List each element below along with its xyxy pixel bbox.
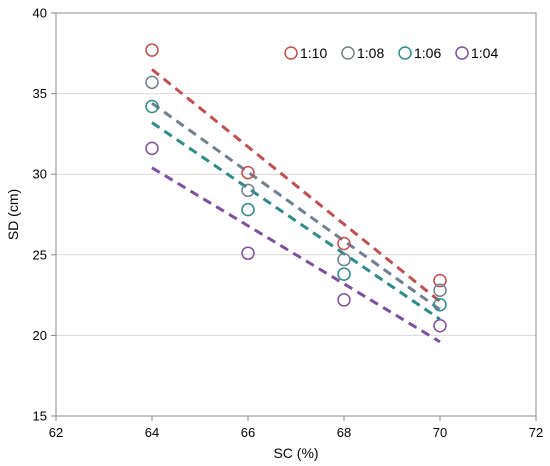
legend-label: 1:04 <box>471 45 498 61</box>
data-point <box>433 298 447 312</box>
data-point <box>145 43 159 57</box>
legend: 1:10 1:08 1:06 1:04 <box>284 45 498 61</box>
data-point <box>241 165 255 180</box>
legend-label: 1:08 <box>357 45 384 61</box>
x-tick-label: 64 <box>145 425 159 440</box>
gridlines <box>56 93 536 336</box>
data-point <box>337 236 351 251</box>
y-tick-label: 40 <box>33 6 47 21</box>
trendline <box>151 166 441 344</box>
trendlines <box>151 68 441 344</box>
x-tick-label: 72 <box>529 425 543 440</box>
data-point <box>241 183 255 198</box>
y-tick-label: 20 <box>33 328 47 343</box>
legend-marker <box>398 46 412 60</box>
y-axis-title: SD (cm) <box>5 189 21 240</box>
trendline <box>151 68 441 303</box>
legend-marker <box>284 46 298 60</box>
x-tick-label: 70 <box>433 425 447 440</box>
data-point <box>145 141 159 156</box>
data-point <box>433 273 447 288</box>
trendline <box>151 121 441 321</box>
legend-marker <box>341 46 355 60</box>
x-tick-label: 68 <box>337 425 351 440</box>
y-tick-label: 35 <box>33 86 47 101</box>
x-tick-label: 66 <box>241 425 255 440</box>
y-axis-ticks: 15 20 25 30 35 40 <box>33 6 56 424</box>
data-point <box>241 202 255 217</box>
data-points <box>145 43 447 333</box>
data-point <box>241 246 255 260</box>
y-tick-label: 15 <box>33 409 47 424</box>
data-point <box>337 252 351 267</box>
trendline <box>151 102 441 311</box>
legend-label: 1:10 <box>300 45 327 61</box>
data-point <box>433 318 447 333</box>
y-tick-label: 25 <box>33 247 47 262</box>
legend-label: 1:06 <box>414 45 441 61</box>
x-axis-ticks: 62 64 66 68 70 72 <box>49 416 543 440</box>
data-point <box>145 99 159 114</box>
data-point <box>145 75 159 90</box>
legend-marker <box>455 46 469 60</box>
data-point <box>433 283 447 298</box>
x-tick-label: 62 <box>49 425 63 440</box>
plot-area <box>55 12 537 417</box>
data-point <box>337 267 351 281</box>
data-point <box>337 293 351 307</box>
y-tick-label: 30 <box>33 167 47 182</box>
x-axis-title: SC (%) <box>273 445 318 461</box>
